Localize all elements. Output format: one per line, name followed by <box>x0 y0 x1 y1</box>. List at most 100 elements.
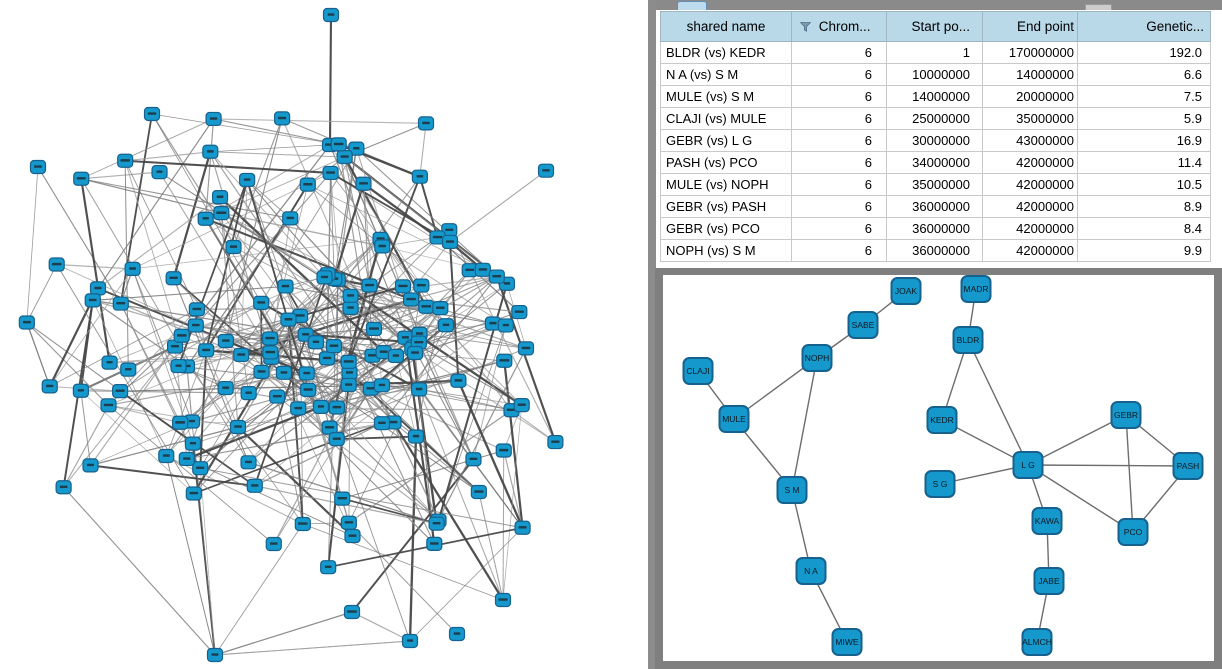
network-node[interactable] <box>225 239 242 255</box>
network-edge[interactable] <box>326 172 332 359</box>
table-cell[interactable]: 30000000 <box>886 129 983 152</box>
network-edge[interactable] <box>248 246 383 394</box>
network-node[interactable] <box>450 373 467 388</box>
network-edge[interactable] <box>97 118 215 289</box>
network-node[interactable] <box>240 455 257 470</box>
network-node[interactable] <box>300 382 317 398</box>
network-node[interactable] <box>348 141 365 156</box>
network-node[interactable] <box>334 491 351 506</box>
network-edge[interactable] <box>495 276 557 443</box>
filter-funnel-icon[interactable] <box>799 20 812 35</box>
network-edge[interactable] <box>323 277 440 521</box>
network-edge[interactable] <box>165 455 216 656</box>
column-header-end-point[interactable]: End point <box>982 11 1078 42</box>
network-edge[interactable] <box>120 303 181 424</box>
network-node[interactable] <box>322 7 340 23</box>
network-node[interactable] <box>517 341 535 356</box>
network-edge[interactable] <box>63 405 110 488</box>
network-edge[interactable] <box>347 176 421 363</box>
network-edge[interactable] <box>205 179 249 351</box>
network-edge[interactable] <box>191 421 216 656</box>
network-edge[interactable] <box>791 357 818 491</box>
column-header-genetic[interactable]: Genetic... <box>1077 11 1211 42</box>
network-edge[interactable] <box>393 422 480 493</box>
table-row[interactable]: MULE (vs) S M 6 14000000 20000000 7.5 <box>660 85 1211 108</box>
table-cell[interactable]: 5.9 <box>1077 107 1211 130</box>
table-cell[interactable]: 7.5 <box>1077 85 1211 108</box>
network-node[interactable] <box>340 354 357 369</box>
network-edge[interactable] <box>448 230 460 381</box>
network-edge[interactable] <box>1027 464 1189 467</box>
network-edge[interactable] <box>348 276 498 363</box>
network-edge[interactable] <box>119 309 198 392</box>
table-cell[interactable]: 20000000 <box>982 85 1078 108</box>
network-edge[interactable] <box>186 384 349 460</box>
network-node[interactable] <box>100 398 117 413</box>
network-edge[interactable] <box>350 285 404 309</box>
network-node[interactable] <box>494 592 512 608</box>
network-edge[interactable] <box>186 366 193 422</box>
network-node[interactable] <box>84 293 101 308</box>
network-node[interactable] <box>217 333 234 349</box>
table-cell[interactable]: GEBR (vs) PASH <box>660 195 792 218</box>
network-edge[interactable] <box>1027 414 1127 466</box>
network-edge[interactable] <box>370 388 504 452</box>
node-bldr[interactable]: BLDR <box>952 326 984 354</box>
network-node[interactable] <box>205 111 222 127</box>
network-edge[interactable] <box>80 390 92 466</box>
network-node[interactable] <box>401 633 419 649</box>
network-edge[interactable] <box>411 348 556 443</box>
network-edge[interactable] <box>90 426 239 466</box>
network-node[interactable] <box>198 343 215 358</box>
network-node[interactable] <box>229 419 247 435</box>
network-edge[interactable] <box>213 118 339 145</box>
node-miwe[interactable]: MIWE <box>831 628 863 656</box>
node-almch[interactable]: ALMCH <box>1021 628 1053 656</box>
network-node[interactable] <box>394 279 412 294</box>
network-edge[interactable] <box>336 299 412 440</box>
network-node[interactable] <box>253 364 270 379</box>
network-node[interactable] <box>233 347 250 363</box>
small-network-canvas[interactable]: JOAK MADR SABE BLDR NOPH CLAJI GEBR MULE KEDR L G… <box>663 275 1213 661</box>
table-cell[interactable]: 11.4 <box>1077 151 1211 174</box>
network-node[interactable] <box>375 344 392 360</box>
network-node[interactable] <box>82 458 99 473</box>
network-edge[interactable] <box>418 389 504 601</box>
network-edge[interactable] <box>289 218 413 350</box>
network-edge[interactable] <box>502 450 505 601</box>
network-edge[interactable] <box>302 523 504 601</box>
network-edge[interactable] <box>419 333 527 349</box>
network-node[interactable] <box>172 415 189 430</box>
network-node[interactable] <box>72 383 89 398</box>
network-node[interactable] <box>246 478 263 493</box>
network-node[interactable] <box>316 270 333 285</box>
network-node[interactable] <box>299 177 316 192</box>
network-node[interactable] <box>89 281 107 296</box>
table-row[interactable]: GEBR (vs) PASH 6 36000000 42000000 8.9 <box>660 195 1211 218</box>
network-node[interactable] <box>173 328 190 343</box>
network-edge[interactable] <box>213 118 427 124</box>
table-cell[interactable]: 6 <box>791 129 887 152</box>
table-row[interactable]: N A (vs) S M 6 10000000 14000000 6.6 <box>660 63 1211 86</box>
table-cell[interactable]: N A (vs) S M <box>660 63 792 86</box>
network-edge[interactable] <box>283 372 439 521</box>
node-claji[interactable]: CLAJI <box>682 357 714 385</box>
table-cell[interactable]: 170000000 <box>982 41 1078 64</box>
network-node[interactable] <box>441 234 459 250</box>
network-edge[interactable] <box>351 611 411 642</box>
network-edge[interactable] <box>237 426 354 537</box>
table-cell[interactable]: 6 <box>791 195 887 218</box>
network-node[interactable] <box>437 318 455 333</box>
table-cell[interactable]: MULE (vs) NOPH <box>660 173 792 196</box>
network-node[interactable] <box>406 345 424 361</box>
network-edge[interactable] <box>409 527 523 642</box>
network-node[interactable] <box>365 321 383 337</box>
network-node[interactable] <box>274 111 291 126</box>
network-edge[interactable] <box>172 151 212 279</box>
network-edge[interactable] <box>209 151 395 423</box>
network-edge[interactable] <box>199 468 216 656</box>
network-node[interactable] <box>185 486 202 501</box>
network-edge[interactable] <box>193 373 308 494</box>
table-cell[interactable]: 14000000 <box>982 63 1078 86</box>
table-cell[interactable]: 42000000 <box>982 217 1078 240</box>
